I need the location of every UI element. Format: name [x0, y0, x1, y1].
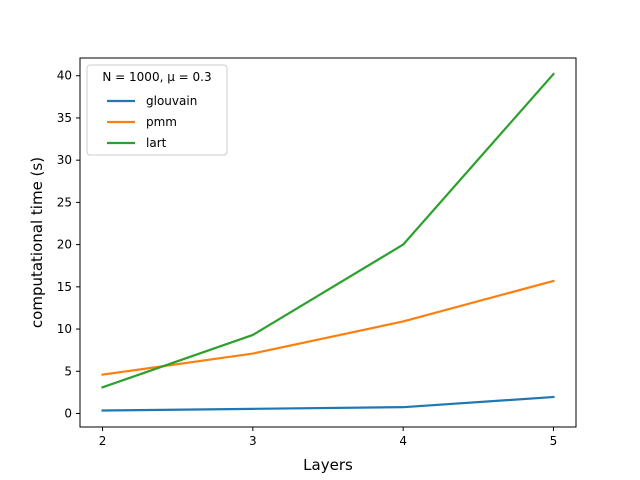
- series-layer: [101, 72, 556, 412]
- y-tick-label: 20: [57, 238, 72, 252]
- legend-label-lart: lart: [146, 136, 167, 150]
- x-tick-label: 2: [99, 434, 107, 448]
- x-tick-label: 4: [399, 434, 407, 448]
- legend-label-glouvain: glouvain: [146, 94, 197, 108]
- y-tick-label: 25: [57, 195, 72, 209]
- legend-title: N = 1000, μ = 0.3: [102, 70, 211, 84]
- series-line-pmm: [101, 279, 555, 376]
- y-tick-label: 35: [57, 111, 72, 125]
- y-tick-label: 15: [57, 280, 72, 294]
- y-tick-label: 5: [64, 364, 72, 378]
- x-tick-label: 3: [249, 434, 257, 448]
- plot-frame: [79, 57, 577, 428]
- y-axis: 0 5 10 15 20 25 30 35 40: [57, 69, 80, 420]
- legend-box: [86, 64, 228, 156]
- x-axis: 2 3 4 5: [99, 427, 558, 448]
- y-axis-label: computational time (s): [28, 157, 46, 328]
- y-tick-label: 40: [57, 69, 72, 83]
- series-line-lart: [101, 72, 556, 389]
- y-tick-label: 30: [57, 153, 72, 167]
- legend-label-pmm: pmm: [146, 115, 177, 129]
- x-axis-label: Layers: [303, 456, 353, 474]
- y-tick-label: 10: [57, 322, 72, 336]
- legend: N = 1000, μ = 0.3 glouvain pmm lart: [86, 64, 228, 156]
- y-tick-label: 0: [64, 406, 72, 420]
- series-line-glouvain: [101, 395, 555, 412]
- x-tick-label: 5: [550, 434, 558, 448]
